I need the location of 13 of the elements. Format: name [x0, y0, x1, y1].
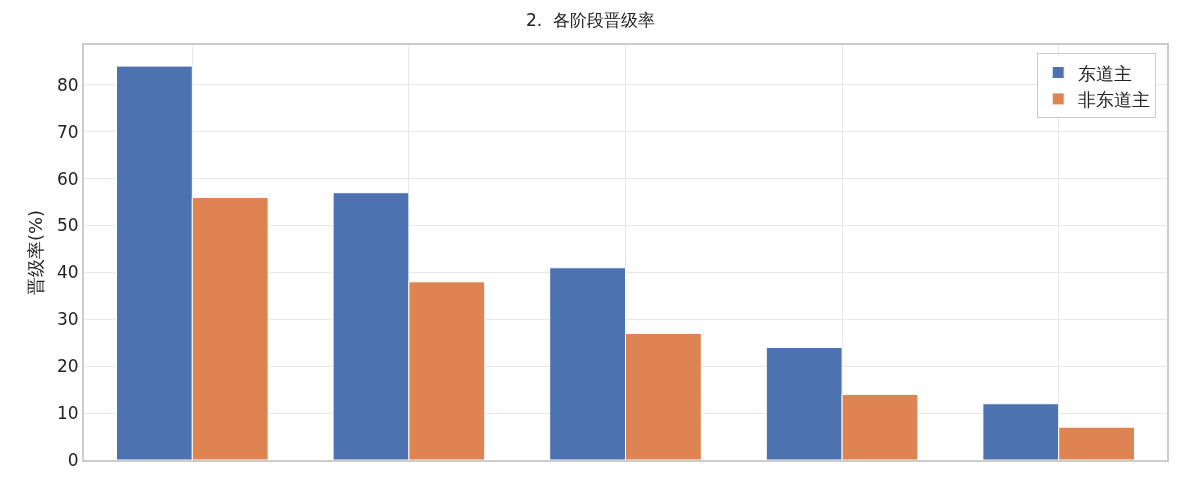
legend-label: 非东道主 [1078, 88, 1151, 110]
y-tick-label: 70 [56, 121, 79, 142]
y-tick-label: 50 [56, 215, 79, 236]
y-tick-label: 40 [56, 262, 79, 283]
y-tick-label: 80 [56, 74, 79, 95]
y-tick-label: 0 [67, 449, 79, 470]
y-axis-title: 晋级率(%) [24, 209, 46, 296]
y-tick-label: 60 [56, 168, 79, 189]
chart-title: 2. 各阶段晋级率 [525, 10, 656, 31]
legend-label: 东道主 [1078, 62, 1133, 84]
y-tick-label: 10 [56, 403, 79, 424]
y-tick-label: 30 [56, 309, 79, 330]
y-tick-label: 20 [56, 356, 79, 377]
